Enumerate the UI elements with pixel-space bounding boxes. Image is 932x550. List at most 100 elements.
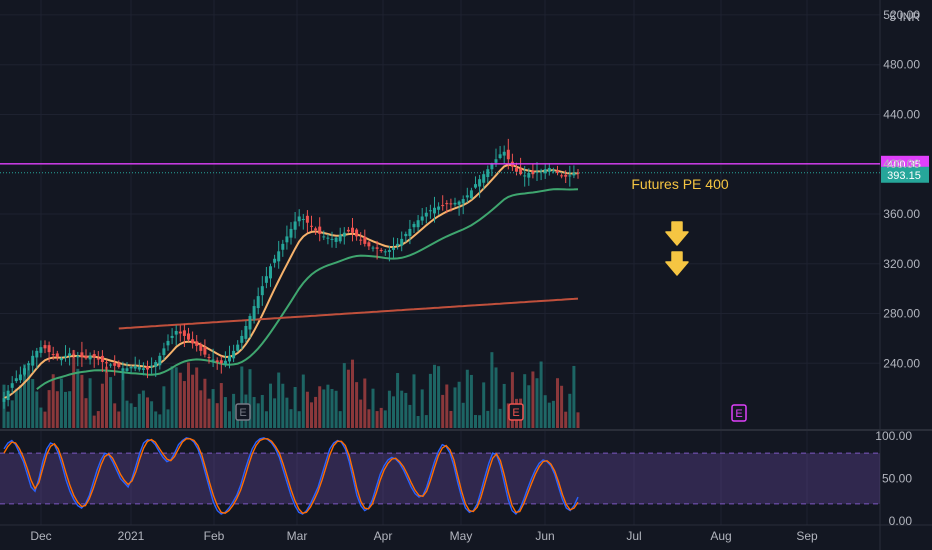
arrow-shape: [665, 251, 689, 276]
volume-bar: [433, 364, 436, 428]
volume-bar: [502, 383, 506, 428]
candle-body: [445, 203, 449, 205]
candle-body: [457, 201, 461, 205]
candle-body: [18, 374, 22, 381]
candle-body: [420, 216, 424, 221]
oscillator-tick-label: 0.00: [889, 514, 913, 528]
volume-bar: [113, 403, 117, 428]
candle-body: [64, 355, 67, 358]
candle-body: [568, 175, 572, 177]
candle-body: [461, 199, 465, 204]
volume-bar: [256, 403, 260, 428]
candle-body: [387, 250, 391, 252]
earnings-marker: E: [508, 403, 524, 421]
volume-bar: [18, 385, 22, 428]
volume-bar: [412, 374, 416, 428]
volume-bar: [510, 372, 514, 428]
volume-bar: [158, 414, 162, 428]
earnings-badge: [508, 403, 524, 421]
time-label: Feb: [204, 529, 225, 543]
candle-body: [474, 184, 477, 188]
candle-body: [486, 169, 490, 178]
volume-bar: [367, 409, 371, 428]
candle-body: [441, 205, 445, 207]
volume-bar: [23, 364, 26, 428]
price-tick-label: 400.00: [883, 157, 920, 171]
volume-bar: [68, 391, 72, 428]
candle-body: [80, 352, 84, 358]
volume-bar: [248, 369, 252, 428]
candle-body: [281, 243, 285, 250]
volume-bar: [55, 391, 59, 428]
volume-bar: [293, 386, 297, 428]
time-label: Jul: [626, 529, 641, 543]
stoch-d-line: [3, 438, 579, 514]
candle-body: [322, 236, 326, 238]
volume-bar: [408, 404, 412, 428]
time-axis[interactable]: Dec 2021 Feb Mar Apr May Jun Jul Aug Sep: [30, 529, 818, 543]
volume-bar: [404, 392, 408, 428]
price-tick-label: 240.00: [883, 356, 920, 370]
candle-body: [125, 368, 129, 371]
volume-bar: [428, 373, 432, 428]
volume-bar: [535, 378, 539, 428]
candle-body: [96, 358, 100, 360]
volume-bar: [338, 411, 342, 428]
candle-body: [174, 330, 178, 335]
volume-bar: [105, 366, 108, 428]
candle-body: [137, 367, 141, 370]
volume-bar: [392, 396, 395, 428]
volume-bar: [232, 393, 236, 428]
candle-body: [113, 363, 117, 366]
candle-body: [141, 368, 145, 370]
volume-bar: [572, 365, 576, 428]
candle-body: [527, 172, 531, 178]
volume-bar: [35, 391, 39, 428]
candle-body: [244, 325, 248, 339]
candle-body: [289, 228, 293, 238]
candle-body: [2, 398, 6, 402]
volume-bar: [322, 389, 326, 428]
candle-body: [100, 355, 104, 363]
candle-body: [416, 220, 420, 228]
candle-body: [338, 235, 342, 242]
candle-body: [469, 190, 473, 199]
currency-label[interactable]: 5 INR: [889, 10, 920, 24]
volume-bar: [560, 385, 564, 428]
volume-bar: [228, 411, 231, 428]
volume-bar: [223, 397, 227, 428]
volume-bar: [461, 402, 465, 428]
earnings-badge: [235, 403, 251, 421]
candle-body: [314, 228, 318, 231]
volume-bar: [396, 373, 400, 428]
candle-body: [330, 238, 334, 240]
volume-bar: [182, 381, 186, 428]
candle-body: [150, 365, 154, 367]
price-tick-label: 520.00: [883, 8, 920, 22]
volume-bar: [568, 393, 572, 428]
candle-body: [146, 366, 149, 370]
candle-body: [6, 390, 10, 401]
volume-bar: [178, 372, 182, 428]
volume-bar: [301, 374, 305, 428]
volume-bar: [318, 386, 322, 428]
candle-body: [55, 353, 59, 358]
volume-bar: [6, 411, 10, 428]
volume-bar: [170, 366, 174, 428]
candle-body: [383, 251, 387, 253]
candle-body: [490, 164, 494, 170]
candle-body: [408, 228, 412, 236]
volume-bar: [383, 410, 387, 428]
price-axis[interactable]: 5 INR 520.00 480.00 440.00 400.00 360.00 320.…: [883, 8, 920, 370]
volume-bar: [371, 388, 375, 428]
candle-body: [379, 249, 383, 251]
candle-body: [400, 238, 404, 246]
volume-bar: [469, 374, 473, 428]
volume-bar: [80, 374, 84, 428]
volume-bar: [346, 369, 350, 428]
candle-body: [547, 167, 551, 172]
price-tick-label: 320.00: [883, 257, 920, 271]
candle-body: [39, 347, 43, 353]
last-price-badge: [881, 166, 929, 183]
